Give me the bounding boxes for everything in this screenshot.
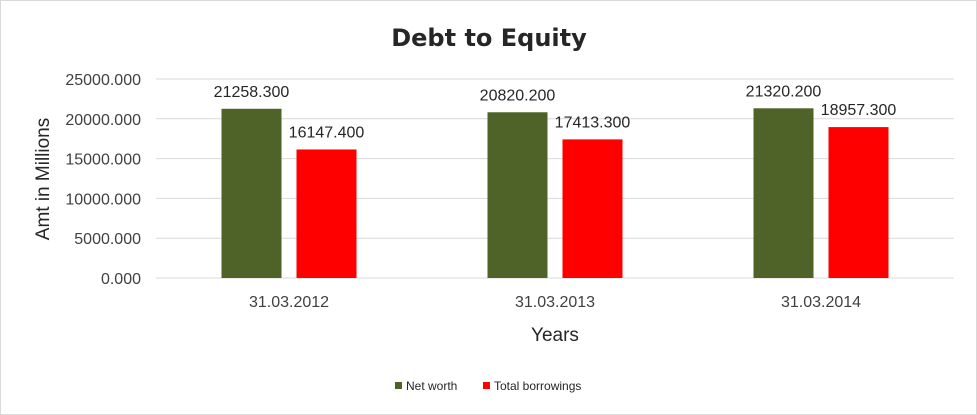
bar-net-worth	[221, 108, 282, 278]
legend-label: Total borrowings	[494, 379, 581, 393]
data-labels: 21258.300 16147.400 20820.200 17413.300 2132…	[214, 83, 897, 141]
chart-title: Debt to Equity	[391, 24, 587, 52]
legend-swatch	[395, 382, 402, 389]
y-axis-ticks: 0.000 5000.000 10000.000 15000.000 20000.000…	[65, 72, 141, 288]
data-label: 18957.300	[821, 102, 897, 119]
y-tick-label: 5000.000	[74, 231, 141, 248]
data-label: 16147.400	[289, 124, 365, 141]
x-tick-label: 31.03.2012	[249, 294, 329, 311]
gridlines	[156, 78, 954, 279]
x-tick-label: 31.03.2014	[781, 294, 861, 311]
bar-net-worth	[487, 112, 548, 278]
x-axis-title: Years	[531, 325, 579, 346]
data-label: 20820.200	[480, 87, 556, 104]
y-tick-label: 20000.000	[65, 112, 141, 129]
y-axis-title: Amt in Millions	[33, 118, 54, 240]
y-tick-label: 25000.000	[65, 72, 141, 89]
bar-total-borrowings	[562, 139, 623, 278]
bar-total-borrowings	[828, 127, 889, 279]
bar-total-borrowings	[296, 149, 357, 278]
data-label: 17413.300	[555, 114, 631, 131]
x-tick-label: 31.03.2013	[515, 294, 595, 311]
x-axis-ticks: 31.03.2012 31.03.2013 31.03.2014	[249, 294, 861, 311]
y-tick-label: 15000.000	[65, 152, 141, 169]
legend-swatch	[483, 382, 490, 389]
data-label: 21320.200	[746, 83, 822, 100]
data-label: 21258.300	[214, 84, 290, 101]
legend-label: Net worth	[406, 379, 457, 393]
bars	[221, 108, 889, 279]
legend: Net worth Total borrowings	[395, 379, 581, 393]
y-tick-label: 10000.000	[65, 191, 141, 208]
bar-net-worth	[753, 108, 814, 279]
y-tick-label: 0.000	[101, 271, 141, 288]
